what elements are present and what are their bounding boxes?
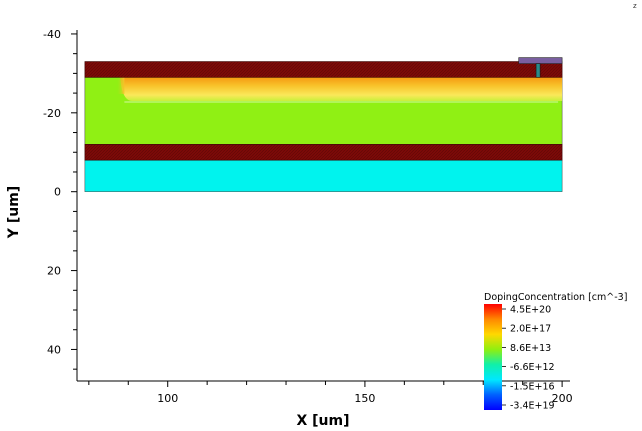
corner-mark: z — [633, 2, 637, 10]
y-axis-ticks: -40 -20 0 20 40 — [43, 28, 77, 370]
y-tick-label: 40 — [47, 343, 61, 356]
x-tick-label: 150 — [354, 392, 375, 405]
x-tick-label: 200 — [552, 392, 573, 405]
legend-colorbar — [484, 304, 502, 410]
region-substrate — [84, 159, 563, 192]
y-tick-label: 0 — [54, 186, 61, 199]
legend-labels: 4.5E+20 2.0E+17 8.6E+13 -6.6E+12 -1.5E+16 -3.… — [502, 305, 555, 412]
y-tick-label: -20 — [43, 107, 61, 120]
legend-label: -6.6E+12 — [510, 362, 555, 373]
x-axis-ticks: 100 150 200 — [88, 381, 573, 405]
region-top-contact — [518, 57, 563, 64]
legend-label: -1.5E+16 — [510, 381, 555, 392]
y-tick-label: -40 — [43, 28, 61, 41]
legend-label: 4.5E+20 — [510, 305, 551, 316]
x-axis-title: X [um] — [296, 413, 349, 429]
legend-label: -3.4E+19 — [510, 401, 555, 412]
contact-via — [535, 63, 541, 78]
legend-title: DopingConcentration [cm^-3] — [484, 292, 627, 303]
legend: DopingConcentration [cm^-3] 4.5E+20 2.0E+… — [484, 292, 627, 412]
region-p-implant-well — [120, 77, 563, 101]
legend-label: 2.0E+17 — [510, 324, 551, 335]
y-tick-label: 20 — [47, 265, 61, 278]
region-top-oxide — [84, 61, 563, 78]
x-tick-label: 100 — [157, 392, 178, 405]
legend-label: 8.6E+13 — [510, 343, 551, 354]
device-regions — [84, 57, 563, 192]
region-buried-oxide — [84, 144, 563, 161]
region-implant-edge — [116, 77, 125, 94]
y-axis-title: Y [um] — [6, 186, 22, 239]
